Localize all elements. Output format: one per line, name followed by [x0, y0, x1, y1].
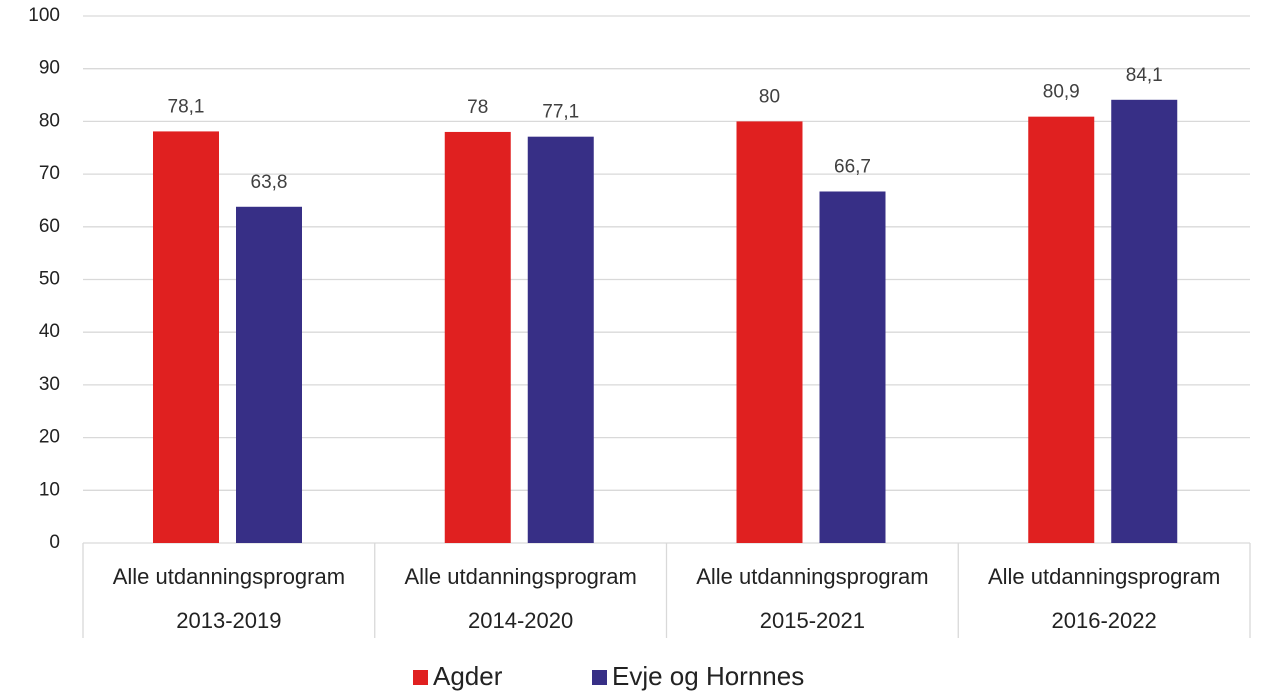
legend-swatch	[592, 670, 607, 685]
legend-label: Evje og Hornnes	[612, 661, 804, 691]
data-label: 77,1	[542, 102, 579, 123]
bar	[1111, 99, 1178, 543]
y-tick-label: 70	[39, 163, 60, 184]
x-tick-label: Alle utdanningsprogram	[696, 564, 928, 589]
x-group-label: 2015-2021	[760, 608, 865, 633]
x-tick-label: Alle utdanningsprogram	[988, 564, 1220, 589]
legend-swatch	[413, 670, 428, 685]
legend-label: Agder	[433, 661, 503, 691]
y-tick-label: 100	[28, 5, 60, 26]
y-tick-label: 10	[39, 479, 60, 500]
x-group-label: 2013-2019	[176, 608, 281, 633]
y-tick-label: 40	[39, 321, 60, 342]
bar	[736, 121, 803, 544]
y-tick-label: 90	[39, 58, 60, 79]
y-tick-label: 30	[39, 374, 60, 395]
y-tick-label: 20	[39, 427, 60, 448]
data-label: 84,1	[1126, 65, 1163, 86]
y-tick-label: 0	[49, 532, 60, 553]
data-label: 66,7	[834, 157, 871, 178]
data-label: 78	[467, 97, 488, 118]
bar	[236, 206, 302, 544]
data-label: 80	[759, 86, 780, 107]
x-tick-label: Alle utdanningsprogram	[113, 564, 345, 589]
x-tick-label: Alle utdanningsprogram	[404, 564, 636, 589]
x-group-label: 2016-2022	[1052, 608, 1157, 633]
y-tick-label: 60	[39, 216, 60, 237]
bar	[527, 136, 594, 544]
bar	[444, 131, 511, 543]
bar	[1028, 116, 1095, 544]
bar	[153, 131, 219, 543]
bar	[819, 191, 886, 543]
data-label: 80,9	[1043, 82, 1080, 103]
data-label: 78,1	[168, 96, 205, 117]
data-label: 63,8	[251, 172, 288, 193]
y-tick-label: 80	[39, 110, 60, 131]
x-group-label: 2014-2020	[468, 608, 573, 633]
y-tick-label: 50	[39, 269, 60, 290]
